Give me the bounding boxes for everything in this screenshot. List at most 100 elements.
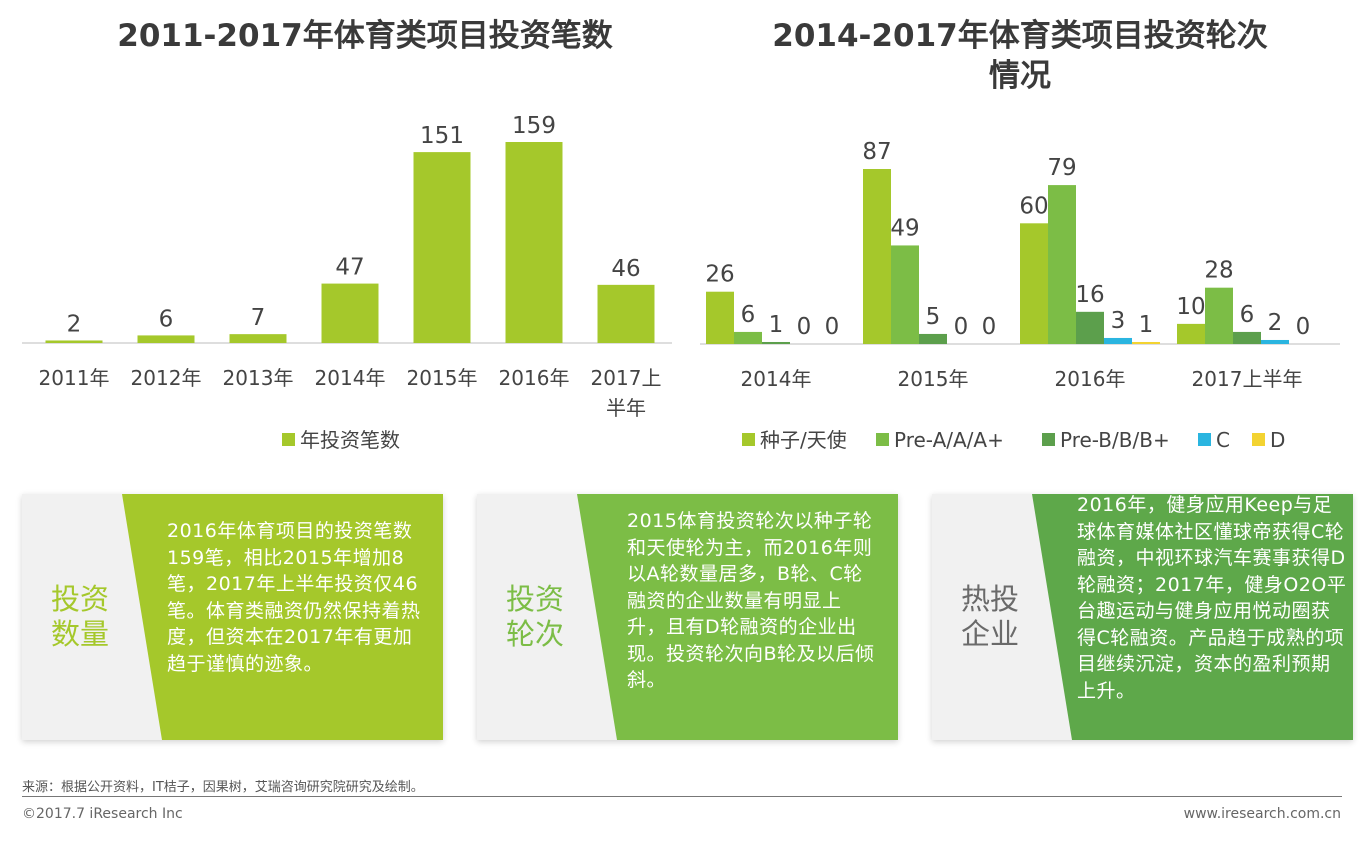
bar-value-label: 7 — [251, 305, 266, 331]
card-label: 投资 数量 — [40, 582, 120, 652]
x-tick-label: 2014年 — [741, 367, 812, 391]
left-chart-title: 2011-2017年体育类项目投资笔数 — [117, 18, 613, 54]
bar — [762, 341, 790, 344]
card-investment-round: 投资 轮次 2015体育投资轮次以种子轮和天使轮为主，而2016年则以A轮数量居… — [477, 494, 898, 740]
bar — [706, 291, 734, 344]
x-tick-label: 2016年 — [499, 366, 570, 390]
bar — [229, 334, 287, 343]
bar — [1132, 341, 1160, 344]
bar-value-label: 47 — [335, 255, 364, 281]
legend-label: 种子/天使 — [760, 428, 847, 452]
legend-swatch — [1042, 433, 1055, 446]
bar — [1205, 287, 1233, 344]
x-tick-label: 2012年 — [131, 366, 202, 390]
x-tick-label: 2015年 — [407, 366, 478, 390]
bar — [597, 284, 655, 343]
card-panel-shape — [122, 494, 443, 740]
bar-value-label: 46 — [611, 256, 640, 282]
footer-divider — [22, 796, 1342, 797]
card-description: 2015体育投资轮次以种子轮和天使轮为主，而2016年则以A轮数量居多，B轮、C… — [627, 510, 875, 691]
bar-value-label: 0 — [1296, 314, 1311, 340]
legend-label: Pre-B/B/B+ — [1060, 428, 1170, 452]
card-label-line1: 投资 — [50, 582, 109, 616]
bar — [1104, 337, 1132, 344]
bar — [1076, 311, 1104, 344]
bar — [734, 331, 762, 344]
bar — [321, 283, 379, 343]
bar-value-label: 5 — [926, 304, 941, 330]
bar-value-label: 10 — [1176, 294, 1205, 320]
x-tick-label: 2016年 — [1055, 367, 1126, 391]
card-green-panel — [1032, 494, 1353, 740]
card-label: 投资 轮次 — [495, 582, 575, 652]
legend-label: 年投资笔数 — [300, 428, 400, 452]
card-hot-companies: 热投 企业 2016年，健身应用Keep与足球体育媒体社区懂球帝获得C轮融资，中… — [932, 494, 1353, 740]
bar-value-label: 28 — [1204, 258, 1233, 284]
bar — [1048, 185, 1076, 344]
bar-value-label: 87 — [862, 139, 891, 165]
bar — [863, 169, 891, 344]
legend-swatch — [876, 433, 889, 446]
bar-value-label: 6 — [1240, 302, 1255, 328]
card-label-line2: 数量 — [50, 617, 109, 651]
copyright: ©2017.7 iResearch Inc — [22, 806, 183, 822]
card-description: 2016年体育项目的投资笔数159笔，相比2015年增加8笔，2017年上半年投… — [167, 520, 421, 675]
bar — [1261, 339, 1289, 344]
bar-value-label: 79 — [1047, 155, 1076, 181]
bar-value-label: 6 — [741, 302, 756, 328]
legend-label: C — [1216, 428, 1230, 452]
bar — [1020, 223, 1048, 344]
bar-value-label: 60 — [1019, 193, 1048, 219]
legend-swatch — [1198, 433, 1211, 446]
bar-value-label: 2 — [1268, 310, 1283, 336]
bar — [413, 152, 471, 343]
bar — [1233, 331, 1261, 344]
card-label-line2: 轮次 — [505, 617, 564, 651]
bar-value-label: 151 — [420, 123, 464, 149]
bar-value-label: 1 — [769, 312, 784, 338]
x-tick-label: 2017上 — [591, 366, 662, 390]
bar-value-label: 26 — [705, 262, 734, 288]
card-description: 2016年，健身应用Keep与足球体育媒体社区懂球帝获得C轮融资，中视环球汽车赛… — [1077, 494, 1347, 702]
x-tick-label: 2017上半年 — [1192, 367, 1303, 391]
bar — [1177, 323, 1205, 344]
legend-label: Pre-A/A/A+ — [894, 428, 1004, 452]
card-green-panel — [122, 494, 443, 740]
bar — [919, 333, 947, 344]
bar — [45, 340, 103, 343]
card-label-line1: 热投 — [960, 582, 1019, 616]
bar-value-label: 49 — [890, 215, 919, 241]
bar-value-label: 1 — [1139, 312, 1154, 338]
bar — [891, 245, 919, 344]
card-panel-shape — [1032, 494, 1353, 740]
legend-label: D — [1270, 428, 1285, 452]
bar — [505, 142, 563, 343]
legend-swatch — [282, 433, 295, 446]
x-tick-label: 2011年 — [39, 366, 110, 390]
bar-value-label: 0 — [982, 314, 997, 340]
card-label: 热投 企业 — [950, 582, 1030, 652]
bar-value-label: 159 — [512, 113, 556, 139]
source-note: 来源：根据公开资料，IT桔子，因果树，艾瑞咨询研究院研究及绘制。 — [22, 780, 424, 795]
website-link[interactable]: www.iresearch.com.cn — [1183, 806, 1341, 822]
bar-value-label: 0 — [797, 314, 812, 340]
legend-swatch — [742, 433, 755, 446]
bar-value-label: 2 — [67, 311, 82, 337]
x-tick-label: 2013年 — [223, 366, 294, 390]
bar-value-label: 0 — [954, 314, 969, 340]
right-chart-title-line1: 2014-2017年体育类项目投资轮次 — [772, 18, 1268, 54]
legend-swatch — [1252, 433, 1265, 446]
bar-value-label: 3 — [1111, 308, 1126, 334]
card-investment-count: 投资 数量 2016年体育项目的投资笔数159笔，相比2015年增加8笔，201… — [22, 494, 443, 740]
card-green-panel — [577, 494, 898, 740]
bar-value-label: 0 — [825, 314, 840, 340]
annual-investment-count-chart: 2 2011年 6 2012年 7 2013年 47 2014年 151 2015年 159 2016… — [22, 113, 672, 452]
card-label-line1: 投资 — [505, 582, 564, 616]
right-chart-title: 2014-2017年体育类项目投资轮次 情况 — [690, 16, 1350, 96]
card-panel-shape — [577, 494, 898, 740]
card-label-line2: 企业 — [960, 617, 1019, 651]
x-tick-label: 2015年 — [898, 367, 969, 391]
x-tick-label: 2014年 — [315, 366, 386, 390]
right-chart-title-line2: 情况 — [989, 58, 1051, 94]
